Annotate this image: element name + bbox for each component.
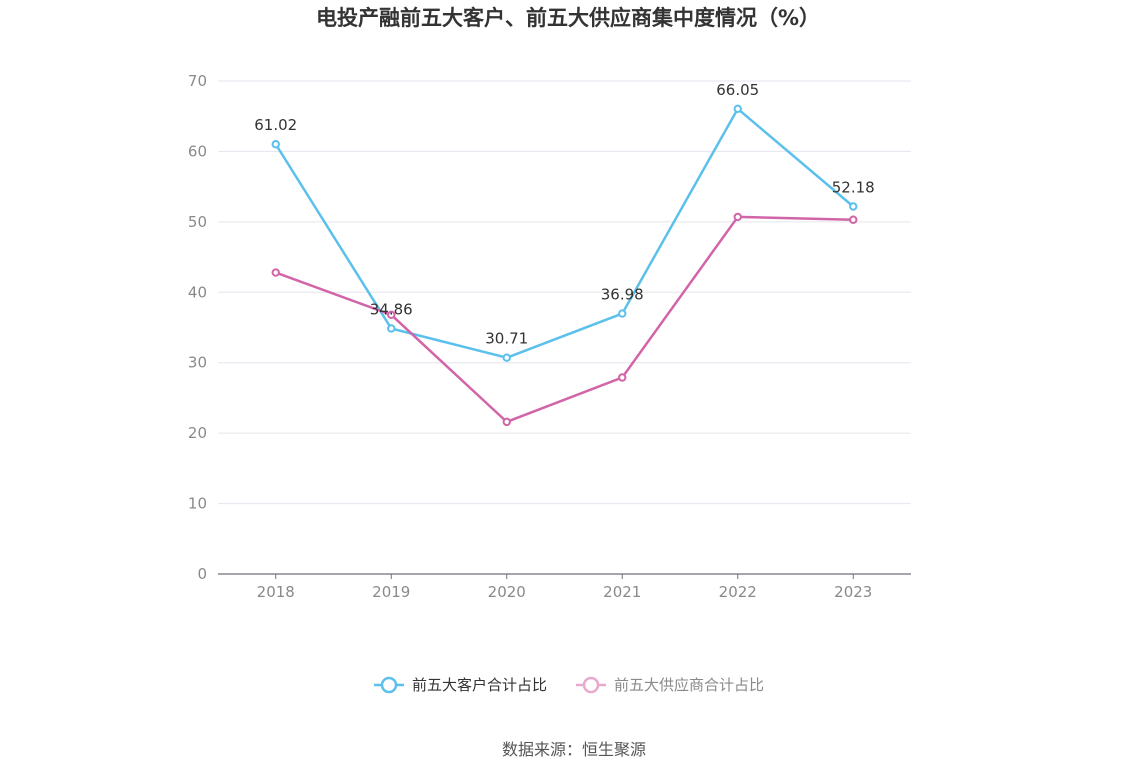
y-tick-label: 50: [188, 213, 207, 231]
data-point[interactable]: [387, 310, 396, 320]
y-tick-label: 30: [188, 354, 207, 372]
data-label: 30.71: [485, 330, 528, 348]
y-tick-label: 10: [188, 495, 207, 513]
y-tick-label: 70: [188, 72, 207, 90]
data-point[interactable]: [849, 215, 858, 224]
data-point[interactable]: [618, 309, 627, 318]
data-point[interactable]: [502, 353, 511, 362]
series-line-2: [275, 215, 854, 424]
legend[interactable]: 前五大客户合计占比 前五大供应商合计占比: [374, 676, 764, 694]
source-note: 数据来源：恒生聚源: [502, 740, 646, 759]
y-tick-label: 60: [188, 142, 207, 160]
legend-label: 前五大客户合计占比: [412, 676, 547, 694]
gridlines: [218, 80, 911, 505]
data-point[interactable]: [387, 324, 396, 333]
legend-marker-icon: [582, 676, 600, 694]
x-axis: 2018 2019 2020 2021 2022 2023: [218, 573, 911, 601]
data-labels: 61.02 34.86 30.71 36.98 66.05 52.18: [254, 81, 874, 348]
data-point[interactable]: [849, 202, 858, 211]
legend-marker-icon: [380, 676, 398, 694]
data-label: 66.05: [716, 81, 759, 99]
data-label: 61.02: [254, 116, 297, 134]
x-tick-label: 2022: [719, 583, 757, 601]
x-tick-label: 2019: [372, 583, 410, 601]
y-tick-label: 0: [197, 565, 207, 583]
series-line-1: [274, 107, 855, 359]
data-point[interactable]: [618, 373, 627, 382]
data-label: 36.98: [601, 286, 644, 304]
legend-item-2[interactable]: 前五大供应商合计占比: [576, 676, 764, 694]
data-point[interactable]: [733, 104, 742, 114]
data-label: 52.18: [832, 179, 875, 197]
x-tick-label: 2018: [257, 583, 295, 601]
data-point[interactable]: [271, 140, 280, 149]
x-tick-label: 2021: [603, 583, 641, 601]
y-tick-label: 20: [188, 424, 207, 442]
data-point[interactable]: [271, 268, 280, 277]
legend-item-1[interactable]: 前五大客户合计占比: [374, 676, 547, 694]
y-axis: 0 10 20 30 40 50 60 70: [188, 72, 207, 583]
data-point[interactable]: [733, 212, 742, 222]
chart-title: 电投产融前五大客户、前五大供应商集中度情况（%）: [316, 6, 820, 30]
x-tick-label: 2020: [488, 583, 526, 601]
y-tick-label: 40: [188, 283, 207, 301]
data-point[interactable]: [502, 417, 511, 427]
x-tick-label: 2023: [834, 583, 872, 601]
legend-label: 前五大供应商合计占比: [614, 676, 764, 694]
data-label: 34.86: [370, 300, 413, 318]
series-lines: [271, 104, 858, 427]
